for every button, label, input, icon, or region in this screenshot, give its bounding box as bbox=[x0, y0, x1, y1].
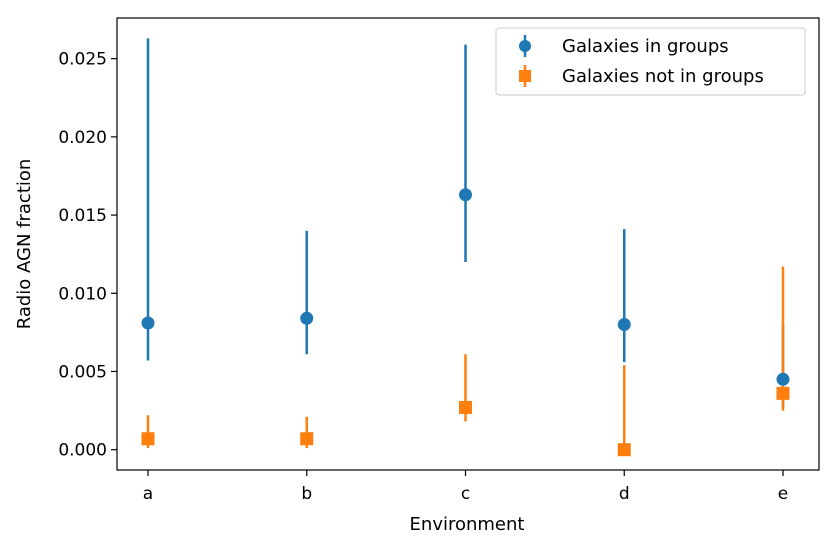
x-tick-label: a bbox=[143, 484, 153, 504]
legend-box bbox=[495, 27, 806, 96]
not-groups-point bbox=[141, 432, 155, 446]
not-groups-point bbox=[776, 386, 790, 400]
y-tick-label: 0.010 bbox=[58, 284, 107, 304]
legend-label-not-groups: Galaxies not in groups bbox=[562, 66, 764, 87]
groups-point bbox=[776, 372, 790, 386]
legend-marker-groups bbox=[519, 40, 531, 52]
data-marks bbox=[141, 38, 790, 457]
plot-frame bbox=[116, 17, 820, 471]
legend-label-groups: Galaxies in groups bbox=[562, 36, 729, 57]
groups-point bbox=[141, 316, 155, 330]
not-groups-point bbox=[300, 432, 314, 446]
not-groups-point bbox=[459, 400, 472, 414]
x-tick-label: d bbox=[619, 484, 630, 504]
groups-point bbox=[459, 188, 472, 202]
x-axis-label: Environment bbox=[410, 514, 525, 535]
x-axis-ticks: a b c d e bbox=[143, 470, 788, 504]
x-tick-label: e bbox=[778, 484, 788, 504]
groups-point bbox=[300, 311, 314, 325]
y-axis-ticks: 0.000 0.005 0.010 0.015 0.020 0.025 bbox=[58, 50, 117, 461]
x-tick-label: c bbox=[461, 484, 470, 504]
y-tick-label: 0.000 bbox=[58, 441, 107, 461]
y-tick-label: 0.015 bbox=[58, 206, 107, 226]
x-tick-label: b bbox=[301, 484, 312, 504]
y-axis-label: Radio AGN fraction bbox=[14, 159, 35, 330]
y-tick-label: 0.005 bbox=[58, 362, 107, 382]
y-tick-label: 0.020 bbox=[58, 128, 107, 148]
y-tick-label: 0.025 bbox=[58, 50, 107, 70]
legend-marker-not-groups bbox=[519, 70, 531, 82]
legend: Galaxies in groups Galaxies not in group… bbox=[495, 27, 806, 96]
not-groups-point bbox=[617, 443, 631, 457]
groups-point bbox=[617, 318, 631, 332]
